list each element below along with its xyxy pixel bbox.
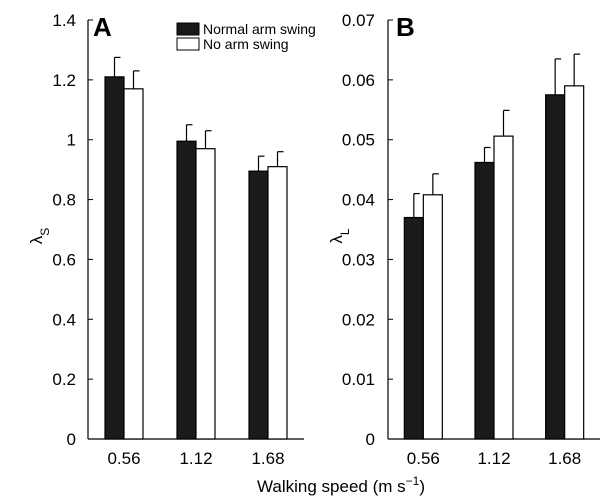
y-tick-label: 0 <box>67 430 76 449</box>
bar-no-arm-swing <box>267 166 288 440</box>
y-tick-label: 0.07 <box>342 11 375 30</box>
y-tick-label: 0.6 <box>52 250 76 269</box>
x-axis-title: Walking speed (m s−1) <box>257 474 425 496</box>
x-tick-label: 1.68 <box>548 449 581 468</box>
panel-b: 0 0.01 0.02 0.03 0.04 0.05 0.06 0.07 0.56 1.12 1.6… <box>342 11 600 468</box>
y-tick-label: 0.2 <box>52 370 76 389</box>
panel-letter: B <box>396 12 415 42</box>
bar-no-arm-swing <box>493 135 514 440</box>
y-tick-label: 1 <box>67 131 76 150</box>
y-tick-label: 0.06 <box>342 71 375 90</box>
x-tick-label: 1.12 <box>477 449 510 468</box>
y-tick-label: 0.02 <box>342 310 375 329</box>
y-axis-title-b: λL <box>327 228 352 244</box>
y-tick-label: 0.04 <box>342 191 375 210</box>
legend: Normal arm swing No arm swing <box>176 21 316 52</box>
y-axis-title-a: λS <box>27 228 52 245</box>
x-tick-label: 1.12 <box>179 449 212 468</box>
x-tick-label: 0.56 <box>407 449 440 468</box>
legend-label-normal: Normal arm swing <box>203 21 316 37</box>
bar-normal-arm-swing <box>104 76 125 440</box>
x-tick-label: 0.56 <box>107 449 140 468</box>
legend-swatch-no-arm <box>176 37 200 51</box>
bar-no-arm-swing <box>195 148 216 440</box>
bar-no-arm-swing <box>564 85 585 440</box>
bar-normal-arm-swing <box>545 94 566 440</box>
legend-label-no-arm: No arm swing <box>203 36 289 52</box>
bar-no-arm-swing <box>422 194 443 440</box>
bar-no-arm-swing <box>123 88 144 440</box>
y-tick-label: 0.05 <box>342 131 375 150</box>
legend-swatch-normal <box>176 22 200 36</box>
y-tick-label: 0.01 <box>342 370 375 389</box>
bar-normal-arm-swing <box>176 140 197 440</box>
x-tick-label: 1.68 <box>251 449 284 468</box>
bar-normal-arm-swing <box>474 161 495 440</box>
y-tick-label: 0.03 <box>342 250 375 269</box>
y-tick-label: 1.2 <box>52 71 76 90</box>
bar-normal-arm-swing <box>403 216 424 440</box>
panel-a: 0 0.2 0.4 0.6 0.8 1 1.2 1.4 0.56 1.12 1.68 A <box>52 11 304 468</box>
y-tick-label: 0.4 <box>52 310 76 329</box>
y-tick-label: 0.8 <box>52 191 76 210</box>
y-tick-label: 1.4 <box>52 11 76 30</box>
panel-letter: A <box>93 12 112 42</box>
bar-normal-arm-swing <box>248 170 269 440</box>
y-tick-label: 0 <box>366 430 375 449</box>
